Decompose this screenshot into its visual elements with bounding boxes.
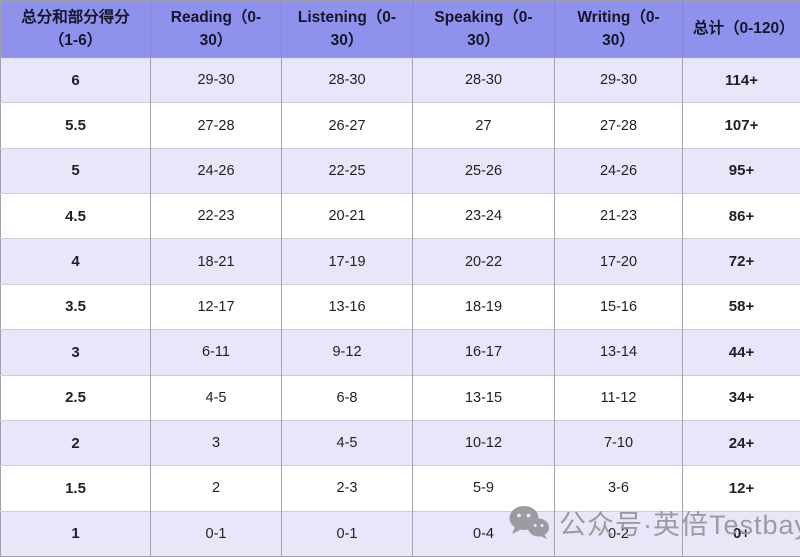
table-row: 5.5 27-28 26-27 27 27-28 107+ [0, 102, 800, 149]
table-row: 3.5 12-17 13-16 18-19 15-16 58+ [0, 283, 800, 330]
score-cell: 10-12 [412, 419, 555, 466]
table-row: 3 6-11 9-12 16-17 13-14 44+ [0, 329, 800, 376]
score-cell: 22-25 [281, 147, 413, 194]
score-cell: 11-12 [554, 374, 683, 421]
total-cell: 24+ [682, 419, 800, 466]
band-cell: 4.5 [0, 193, 151, 239]
score-cell: 27 [412, 102, 555, 149]
total-cell: 34+ [682, 374, 800, 421]
header-speaking: Speaking（0-30） [412, 0, 555, 58]
band-cell: 5 [0, 147, 151, 194]
score-cell: 16-17 [412, 329, 555, 376]
table-row: 4.5 22-23 20-21 23-24 21-23 86+ [0, 193, 800, 239]
score-cell: 5-9 [412, 465, 555, 512]
score-cell: 29-30 [554, 57, 683, 103]
score-cell: 24-26 [554, 147, 683, 194]
score-cell: 27-28 [150, 102, 282, 149]
table-row: 1.5 2 2-3 5-9 3-6 12+ [0, 465, 800, 512]
score-cell: 25-26 [412, 147, 555, 194]
score-cell: 3 [150, 419, 282, 466]
band-cell: 2.5 [0, 374, 151, 421]
score-cell: 3-6 [554, 465, 683, 512]
score-cell: 7-10 [554, 419, 683, 466]
score-cell: 18-21 [150, 238, 282, 285]
score-cell: 21-23 [554, 193, 683, 239]
band-cell: 1.5 [0, 465, 151, 512]
score-cell: 13-16 [281, 283, 413, 330]
total-cell: 0+ [682, 510, 800, 557]
total-cell: 58+ [682, 283, 800, 330]
total-cell: 95+ [682, 147, 800, 194]
header-band: 总分和部分得分（1-6） [0, 0, 151, 58]
score-cell: 23-24 [412, 193, 555, 239]
band-cell: 6 [0, 57, 151, 103]
table-row: 1 0-1 0-1 0-4 0-2 0+ [0, 510, 800, 557]
score-cell: 2 [150, 465, 282, 512]
table-row: 5 24-26 22-25 25-26 24-26 95+ [0, 147, 800, 194]
score-cell: 13-14 [554, 329, 683, 376]
band-cell: 4 [0, 238, 151, 285]
score-cell: 28-30 [281, 57, 413, 103]
score-cell: 9-12 [281, 329, 413, 376]
total-cell: 114+ [682, 57, 800, 103]
header-listening: Listening（0-30） [281, 0, 413, 58]
band-cell: 1 [0, 510, 151, 557]
score-cell: 18-19 [412, 283, 555, 330]
score-cell: 4-5 [150, 374, 282, 421]
table-header: 总分和部分得分（1-6） Reading（0-30） Listening（0-3… [0, 0, 800, 58]
band-cell: 5.5 [0, 102, 151, 149]
score-cell: 12-17 [150, 283, 282, 330]
band-cell: 3 [0, 329, 151, 376]
score-cell: 0-1 [281, 510, 413, 557]
score-cell: 6-8 [281, 374, 413, 421]
score-cell: 20-21 [281, 193, 413, 239]
score-cell: 22-23 [150, 193, 282, 239]
score-cell: 20-22 [412, 238, 555, 285]
table-row: 6 29-30 28-30 28-30 29-30 114+ [0, 57, 800, 103]
band-cell: 2 [0, 419, 151, 466]
score-cell: 6-11 [150, 329, 282, 376]
score-cell: 17-20 [554, 238, 683, 285]
score-cell: 4-5 [281, 419, 413, 466]
score-cell: 17-19 [281, 238, 413, 285]
table-row: 2.5 4-5 6-8 13-15 11-12 34+ [0, 374, 800, 421]
score-cell: 0-1 [150, 510, 282, 557]
total-cell: 12+ [682, 465, 800, 512]
header-reading: Reading（0-30） [150, 0, 282, 58]
score-cell: 24-26 [150, 147, 282, 194]
table-row: 4 18-21 17-19 20-22 17-20 72+ [0, 238, 800, 285]
score-cell: 15-16 [554, 283, 683, 330]
total-cell: 86+ [682, 193, 800, 239]
table-body: 6 29-30 28-30 28-30 29-30 114+ 5.5 27-28 26-27 27… [0, 57, 800, 557]
score-cell: 27-28 [554, 102, 683, 149]
score-cell: 0-2 [554, 510, 683, 557]
header-writing: Writing（0-30） [554, 0, 683, 58]
score-cell: 26-27 [281, 102, 413, 149]
header-total: 总计（0-120） [682, 0, 800, 58]
table-row: 2 3 4-5 10-12 7-10 24+ [0, 419, 800, 466]
total-cell: 107+ [682, 102, 800, 149]
band-cell: 3.5 [0, 283, 151, 330]
header-row: 总分和部分得分（1-6） Reading（0-30） Listening（0-3… [0, 0, 800, 58]
total-cell: 44+ [682, 329, 800, 376]
score-cell: 28-30 [412, 57, 555, 103]
score-cell: 0-4 [412, 510, 555, 557]
score-cell: 13-15 [412, 374, 555, 421]
total-cell: 72+ [682, 238, 800, 285]
score-cell: 29-30 [150, 57, 282, 103]
score-cell: 2-3 [281, 465, 413, 512]
